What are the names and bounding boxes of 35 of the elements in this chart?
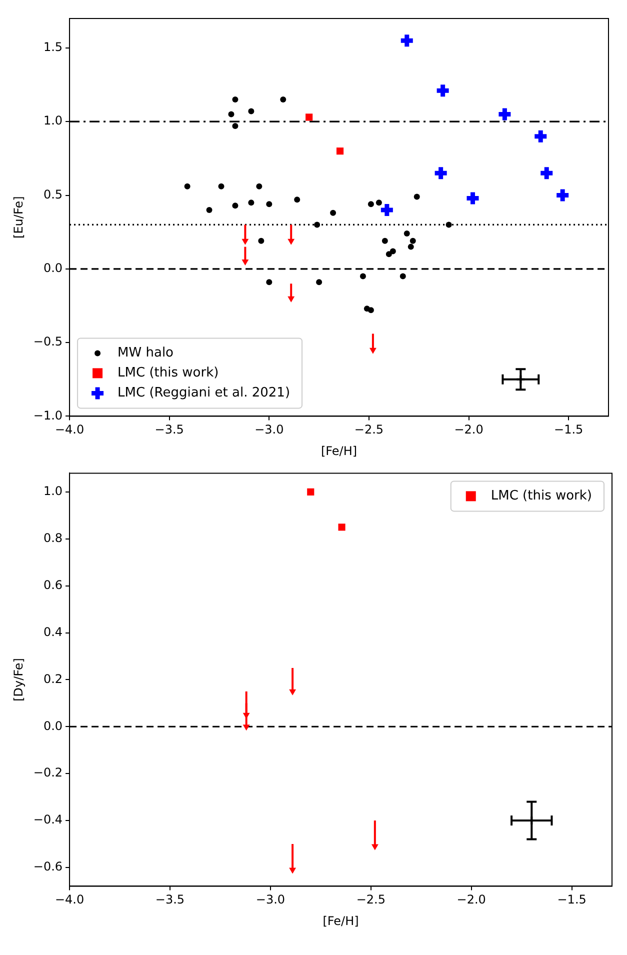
y-tick-label: 0.8	[43, 531, 63, 546]
x-tick-label: −3.5	[155, 892, 185, 907]
x-tick-label: −3.0	[256, 892, 286, 907]
x-tick-label: −3.5	[154, 422, 184, 437]
y-tick-label: −0.2	[33, 766, 63, 780]
y-tick-label: 0.0	[43, 261, 63, 276]
legend-label: MW halo	[118, 346, 174, 361]
x-tick-label: −4.0	[54, 892, 84, 907]
x-tick-label: −2.0	[454, 422, 484, 437]
y-axis-title: [Eu/Fe]	[11, 196, 26, 238]
legend-label: LMC (this work)	[490, 488, 592, 504]
y-tick-label: −0.4	[33, 812, 63, 827]
legend-label: LMC (this work)	[118, 366, 219, 381]
y-tick-label: 1.0	[43, 484, 63, 498]
y-tick-label: 0.6	[43, 578, 63, 592]
x-axis-title: [Fe/H]	[320, 444, 358, 458]
y-tick-label: −0.5	[33, 334, 63, 349]
y-tick-label: −0.6	[33, 860, 63, 874]
x-tick-label: −2.5	[356, 892, 386, 907]
y-tick-label: 1.5	[43, 40, 63, 54]
x-tick-label: −2.5	[354, 422, 384, 437]
legend-label: LMC (Reggiani et al. 2021)	[118, 386, 290, 401]
y-tick-label: 0.4	[43, 624, 63, 639]
y-tick-label: 1.0	[43, 114, 63, 128]
x-tick-label: −2.0	[456, 892, 486, 907]
x-tick-label: −4.0	[54, 422, 84, 437]
y-axis-title: [Dy/Fe]	[11, 658, 26, 702]
y-tick-label: 0.0	[43, 718, 63, 733]
y-tick-label: 0.5	[43, 187, 63, 202]
x-tick-label: −3.0	[254, 422, 284, 437]
x-axis-title: [Fe/H]	[322, 914, 359, 928]
x-tick-label: −1.5	[554, 422, 584, 437]
y-tick-label: −1.0	[33, 408, 63, 422]
x-tick-label: −1.5	[557, 892, 586, 907]
y-tick-label: 0.2	[43, 672, 63, 686]
